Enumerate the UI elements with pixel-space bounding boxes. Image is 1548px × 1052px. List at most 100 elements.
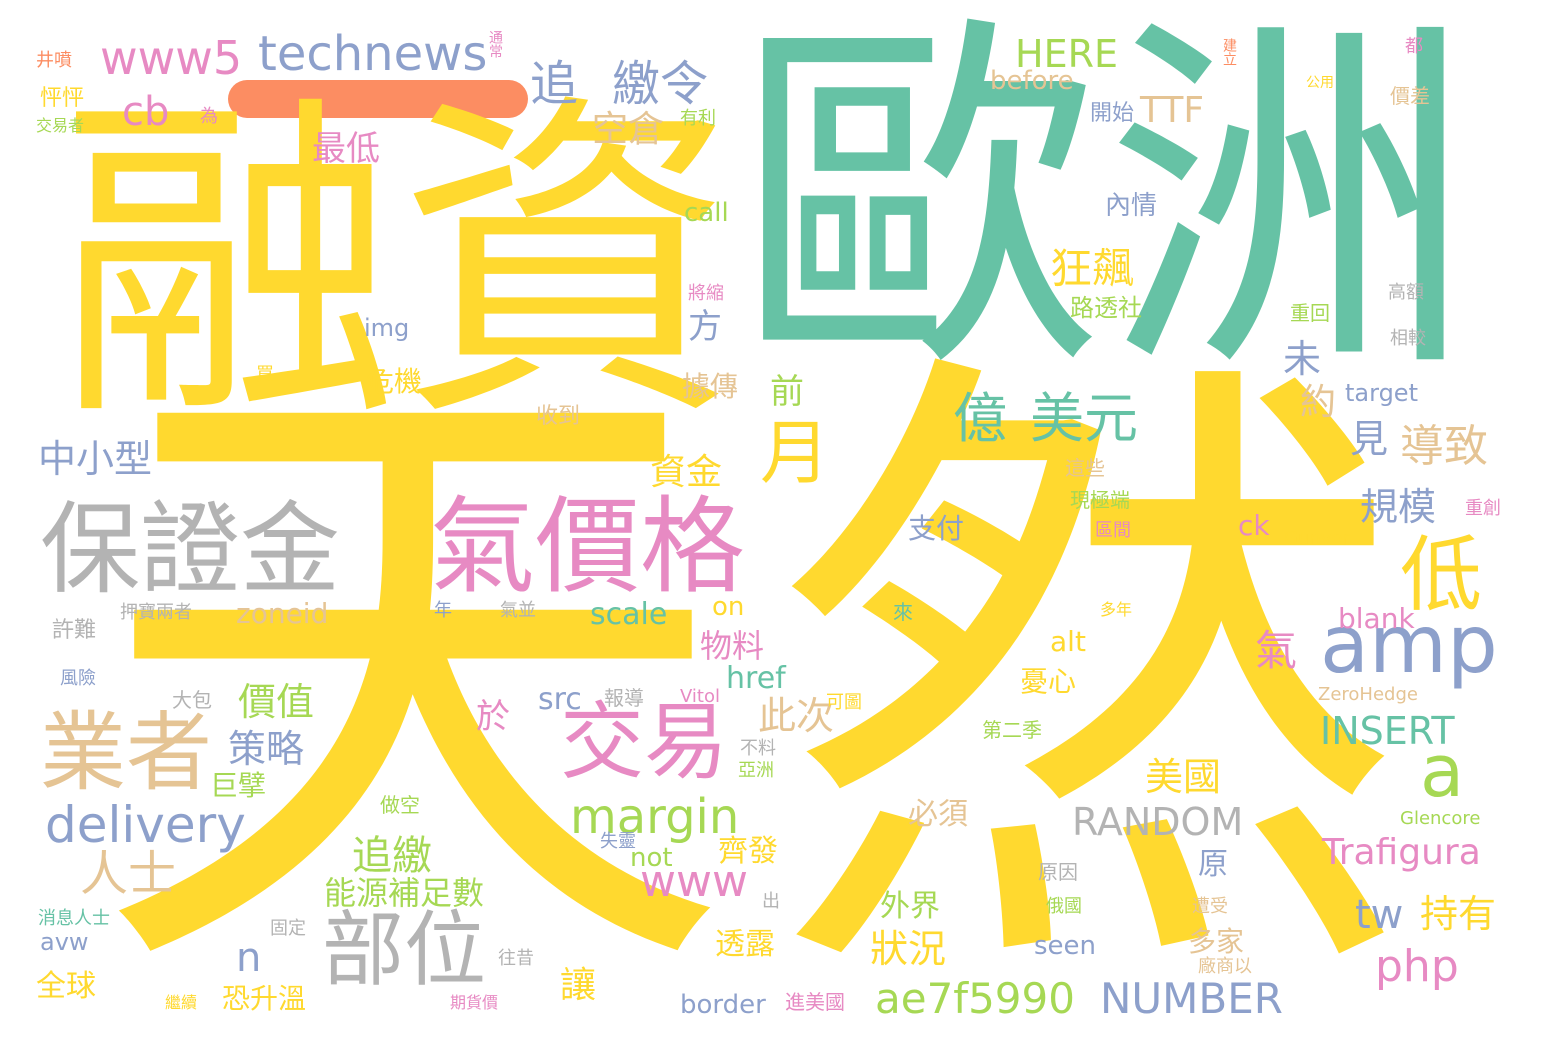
- word-rang: 讓: [560, 968, 596, 1004]
- word-wuliao: 物料: [700, 630, 764, 662]
- word-xianjiduan: 現極端: [1070, 490, 1130, 510]
- word-yuanyin: 原因: [1038, 862, 1078, 882]
- word-chu: 出: [762, 893, 780, 911]
- word-wei: 未: [1283, 340, 1321, 378]
- word-target: target: [1345, 381, 1418, 405]
- word-jian: 見: [1350, 420, 1388, 458]
- word-zhongchuang: 重創: [1465, 500, 1501, 518]
- word-jixu: 繼續: [165, 995, 197, 1011]
- word-jiacha: 價差: [1390, 86, 1430, 106]
- word-scale: scale: [590, 600, 667, 630]
- word-kaishi: 開始: [1090, 103, 1134, 125]
- word-lutoushe: 路透社: [1070, 296, 1142, 320]
- word-yue2: 約: [1300, 385, 1336, 421]
- word-quanqiu: 全球: [36, 972, 96, 1002]
- word-random: RANDOM: [1072, 803, 1243, 841]
- word-yezhe: 業者: [40, 710, 212, 796]
- word-daozhi: 導致: [1400, 425, 1488, 469]
- word-zoneid: zoneid: [236, 600, 328, 628]
- word-zuidi: 最低: [312, 132, 380, 166]
- word-zaoshou: 遭受: [1192, 898, 1228, 916]
- word-zuokong: 做空: [380, 795, 420, 815]
- word-baodao: 報導: [604, 688, 644, 708]
- word-kuangbiao: 狂飆: [1050, 248, 1134, 290]
- word-yue: 月: [760, 418, 830, 488]
- word-src: src: [538, 685, 582, 715]
- word-number: NUMBER: [1100, 978, 1283, 1020]
- word-img: img: [364, 316, 409, 340]
- word-technews: technews: [258, 30, 487, 78]
- word-baozhengjin: 保證金: [40, 500, 340, 600]
- word-celue: 策略: [228, 730, 304, 768]
- word-yu: 於: [476, 700, 510, 734]
- word-trafigura: Trafigura: [1322, 835, 1481, 871]
- word-yabaoliangzhe: 押寶兩者: [120, 604, 192, 622]
- word-dierji: 第二季: [982, 720, 1042, 740]
- word-ttf: TTF: [1140, 93, 1204, 129]
- word-qi: 氣: [1255, 630, 1297, 672]
- word-buwei: 部位: [322, 910, 486, 992]
- word-meiyuan: 美元: [1030, 392, 1138, 446]
- word-mai: 買: [256, 366, 274, 384]
- word-lai: 來: [893, 602, 913, 622]
- word-qibing: 氣並: [500, 602, 536, 620]
- word-avw: avw: [40, 930, 89, 954]
- word-zhifu: 支付: [908, 515, 964, 543]
- word-jiaoling: 繳令: [612, 60, 708, 108]
- word-on: on: [712, 594, 744, 620]
- word-juchuan: 據傳: [682, 373, 738, 401]
- word-insert: INSERT: [1320, 712, 1455, 750]
- word-zhuijiao: 追繳: [352, 836, 432, 876]
- word-jiazhi: 價值: [238, 683, 314, 721]
- word-n: n: [236, 938, 261, 978]
- word-alt: alt: [1050, 628, 1086, 656]
- word-before: before: [990, 68, 1074, 94]
- word-yazhou: 亞洲: [738, 762, 774, 780]
- word-qian: 前: [770, 375, 804, 409]
- word-weiji: 危機: [366, 368, 422, 396]
- word-glencore: Glencore: [1400, 810, 1480, 828]
- word-zhui: 追: [530, 60, 578, 108]
- word-jingpen: 井噴: [36, 52, 72, 70]
- word-qijiage: 氣價格: [430, 495, 745, 600]
- word-margin: margin: [570, 793, 739, 841]
- word-qifa: 齊發: [718, 837, 778, 867]
- word-guding: 固定: [270, 920, 306, 938]
- word-php: php: [1375, 945, 1459, 989]
- word-yuan: 原: [1198, 850, 1228, 880]
- word-zijin: 資金: [650, 455, 722, 491]
- word-yi: 億: [953, 392, 1007, 446]
- word-toulu: 透露: [715, 930, 775, 960]
- word-eguo: 俄國: [1046, 898, 1082, 916]
- word-guimo: 規模: [1360, 488, 1436, 526]
- word-jinmeiguo: 進美國: [785, 992, 845, 1012]
- word-ck: ck: [1238, 512, 1270, 540]
- word-tongchang: 通常: [488, 30, 502, 58]
- word-zhongxiaoxing: 中小型: [38, 440, 152, 478]
- word-renshi: 人士: [80, 850, 176, 898]
- word-ketu: 可圖: [826, 694, 862, 712]
- word-vitol: Vitol: [680, 688, 720, 706]
- word-cb: cb: [122, 92, 169, 132]
- word-jubo: 巨擘: [210, 772, 266, 800]
- word-xiangjiao: 相較: [1390, 330, 1426, 348]
- word-delivery: delivery: [45, 800, 246, 850]
- word-chiyou: 持有: [1420, 895, 1496, 933]
- word-border: border: [680, 992, 766, 1018]
- word-jiaoyizhe: 交易者: [36, 118, 84, 134]
- word-duojia: 多家: [1188, 928, 1244, 956]
- word-changshangyi: 廠商以: [1198, 958, 1252, 976]
- word-wangxi: 往昔: [498, 950, 534, 968]
- word-qujian: 區間: [1095, 522, 1131, 540]
- word-xunan: 許難: [52, 620, 96, 642]
- word-ae7f5990: ae7f5990: [875, 978, 1075, 1020]
- word-jiangsuo: 將縮: [688, 285, 724, 303]
- word-xiaoxirenshi: 消息人士: [38, 910, 110, 928]
- word-duonian: 多年: [1100, 602, 1132, 618]
- word-href: href: [726, 664, 786, 694]
- word-zerohedge: ZeroHedge: [1318, 686, 1418, 704]
- word-chonghui: 重回: [1290, 303, 1330, 323]
- word-youli: 有利: [680, 110, 716, 128]
- word-blank: blank: [1338, 605, 1415, 633]
